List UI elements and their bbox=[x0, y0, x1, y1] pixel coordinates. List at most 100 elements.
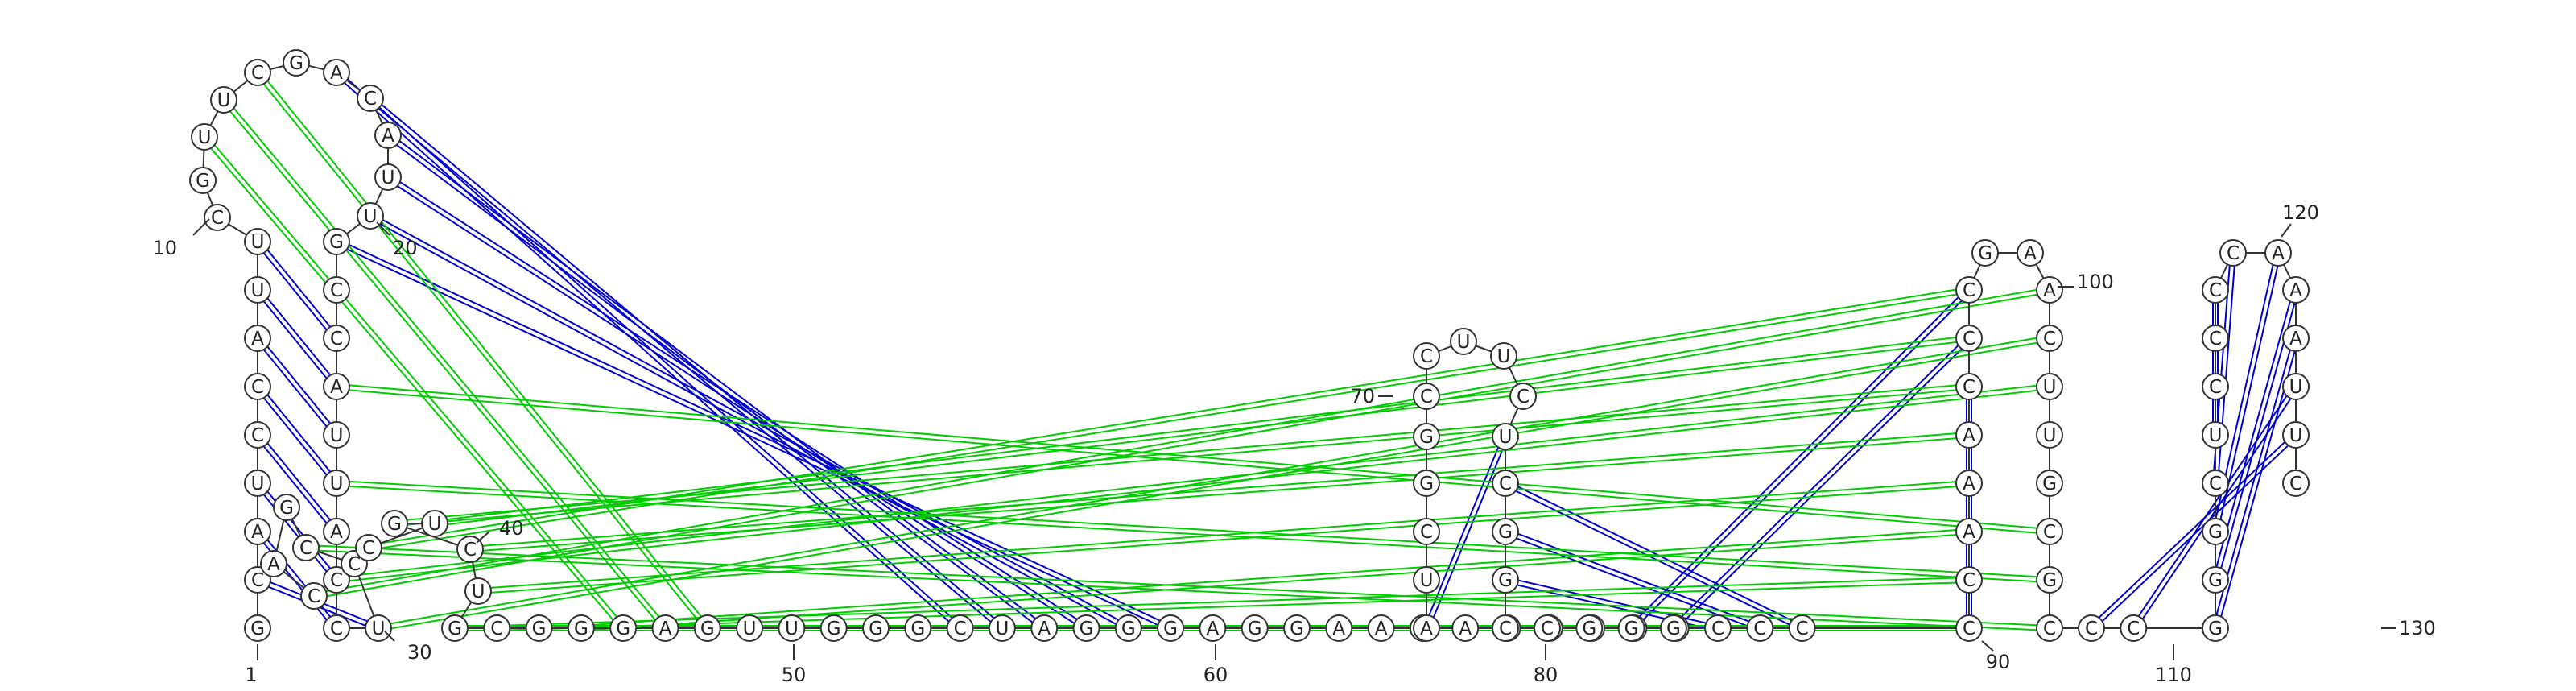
nucleotide-letter: C bbox=[2289, 474, 2302, 494]
nucleotide-79: C bbox=[1413, 383, 1440, 410]
nucleotide-circle bbox=[1367, 614, 1395, 642]
position-label-60: 60 bbox=[1203, 664, 1228, 686]
nucleotide-24: A bbox=[323, 373, 350, 400]
nucleotide-letter: C bbox=[330, 280, 343, 301]
noncanonical-base-pair-line bbox=[313, 287, 2050, 595]
nucleotide-3: A bbox=[244, 518, 271, 545]
nucleotide-76: C bbox=[1413, 518, 1440, 545]
nucleotide-circle bbox=[2202, 566, 2229, 594]
canonical-base-pair-line bbox=[335, 242, 1170, 631]
canonical-base-pair-line bbox=[254, 339, 336, 437]
canonical-base-pair-line bbox=[334, 73, 960, 631]
nucleotide-circle bbox=[191, 123, 218, 151]
nucleotide-34: A bbox=[260, 550, 287, 577]
nucleotide-circle bbox=[2202, 325, 2229, 352]
nucleotide-81: U bbox=[1450, 328, 1477, 355]
nucleotide-26: U bbox=[323, 470, 350, 497]
nucleotide-14: C bbox=[244, 59, 271, 86]
nucleotide-letter: G bbox=[532, 619, 547, 639]
nucleotide-letter: G bbox=[2042, 474, 2057, 494]
nucleotide-circle bbox=[1955, 518, 1983, 545]
canonical-base-pair-line bbox=[258, 336, 340, 434]
nucleotide-circle bbox=[1241, 614, 1269, 642]
nucleotide-60: G bbox=[1241, 614, 1269, 642]
noncanonical-base-pair-line bbox=[477, 480, 1969, 590]
nucleotide-circle bbox=[1492, 518, 1519, 545]
nucleotide-117: U bbox=[2202, 421, 2229, 449]
nucleotide-23: C bbox=[323, 325, 350, 352]
position-label-70: 70 bbox=[1350, 385, 1375, 408]
nucleotide-circle bbox=[441, 614, 469, 642]
canonical-base-pair-line bbox=[386, 136, 1043, 631]
nucleotide-letter: U bbox=[428, 514, 442, 535]
nucleotide-37: U bbox=[421, 510, 448, 537]
position-label-130: 130 bbox=[2399, 617, 2436, 639]
nucleotide-letter: G bbox=[869, 619, 883, 639]
position-label-50: 50 bbox=[782, 664, 807, 686]
nucleotide-circle bbox=[609, 614, 638, 642]
nucleotide-circle bbox=[736, 614, 764, 642]
nucleotide-circle bbox=[1955, 614, 1983, 642]
nucleotide-letter: C bbox=[251, 377, 264, 398]
nucleotide-11: G bbox=[189, 167, 217, 194]
nucleotide-letter: G bbox=[827, 619, 841, 639]
position-label-20: 20 bbox=[393, 237, 418, 259]
nucleotide-circle bbox=[273, 494, 300, 521]
canonical-base-pair-line bbox=[258, 481, 340, 579]
nucleotide-letter: C bbox=[1420, 522, 1433, 543]
base-pair-lines bbox=[201, 70, 2299, 631]
nucleotide-5: C bbox=[244, 421, 271, 449]
nucleotide-letter: C bbox=[1420, 346, 1433, 367]
canonical-base-pair-line bbox=[2089, 432, 2295, 627]
nucleotide-circle bbox=[1325, 614, 1353, 642]
nucleotide-letter: G bbox=[2208, 570, 2223, 591]
nucleotide-1: G bbox=[244, 614, 271, 642]
nucleotide-32: C bbox=[292, 534, 320, 561]
nucleotide-circle bbox=[1492, 566, 1519, 594]
nucleotide-circle bbox=[2036, 518, 2063, 545]
nucleotide-letter: C bbox=[1517, 387, 1530, 408]
nucleotide-letter: C bbox=[1963, 570, 1975, 591]
nucleotide-circle bbox=[260, 550, 287, 577]
nucleotide-circle bbox=[483, 614, 511, 642]
nucleotide-letter: C bbox=[1420, 387, 1433, 408]
nucleotide-letter: U bbox=[2289, 425, 2303, 446]
nucleotide-127: C bbox=[2282, 470, 2310, 497]
canonical-base-pair-line bbox=[254, 484, 336, 582]
nucleotide-45: G bbox=[609, 614, 638, 642]
nucleotide-letter: C bbox=[330, 619, 343, 639]
nucleotide-circle bbox=[1534, 614, 1561, 642]
nucleotide-circle bbox=[2264, 239, 2292, 267]
nucleotide-letter: U bbox=[251, 232, 265, 253]
nucleotide-circle bbox=[2036, 614, 2063, 642]
nucleotide-circle bbox=[1413, 383, 1440, 410]
nucleotide-letter: G bbox=[289, 53, 303, 74]
nucleotide-letter: G bbox=[2042, 570, 2057, 591]
nucleotide-circle bbox=[567, 614, 595, 642]
noncanonical-base-pair-line bbox=[336, 484, 2050, 583]
nucleotide-letter: C bbox=[2043, 329, 2056, 350]
nucleotide-circle bbox=[374, 122, 402, 149]
nucleotide-116: C bbox=[2202, 470, 2229, 497]
nucleotide-circle bbox=[2202, 470, 2229, 497]
nucleotide-29: C bbox=[323, 614, 350, 642]
nucleotide-circle bbox=[1788, 614, 1816, 642]
nucleotide-circle bbox=[2282, 276, 2310, 304]
nucleotide-circle bbox=[1283, 614, 1311, 642]
nucleotide-letter: C bbox=[1963, 280, 1975, 301]
nucleotide-44: G bbox=[567, 614, 595, 642]
nucleotide-circle bbox=[355, 534, 382, 561]
nucleotide-30: U bbox=[365, 614, 392, 642]
nucleotide-circle bbox=[323, 421, 350, 449]
nucleotide-circle bbox=[204, 204, 231, 231]
nucleotide-letter: G bbox=[1498, 522, 1513, 543]
nucleotide-124: A bbox=[2282, 325, 2310, 352]
nucleotide-circle bbox=[2282, 325, 2310, 352]
nucleotide-40: U bbox=[464, 577, 492, 605]
position-label-120: 120 bbox=[2282, 201, 2319, 224]
nucleotide-47: G bbox=[693, 614, 721, 642]
noncanonical-base-pair-line bbox=[336, 387, 2050, 535]
canonical-base-pair-line bbox=[1504, 484, 1802, 631]
noncanonical-base-pair-line bbox=[306, 544, 2050, 627]
